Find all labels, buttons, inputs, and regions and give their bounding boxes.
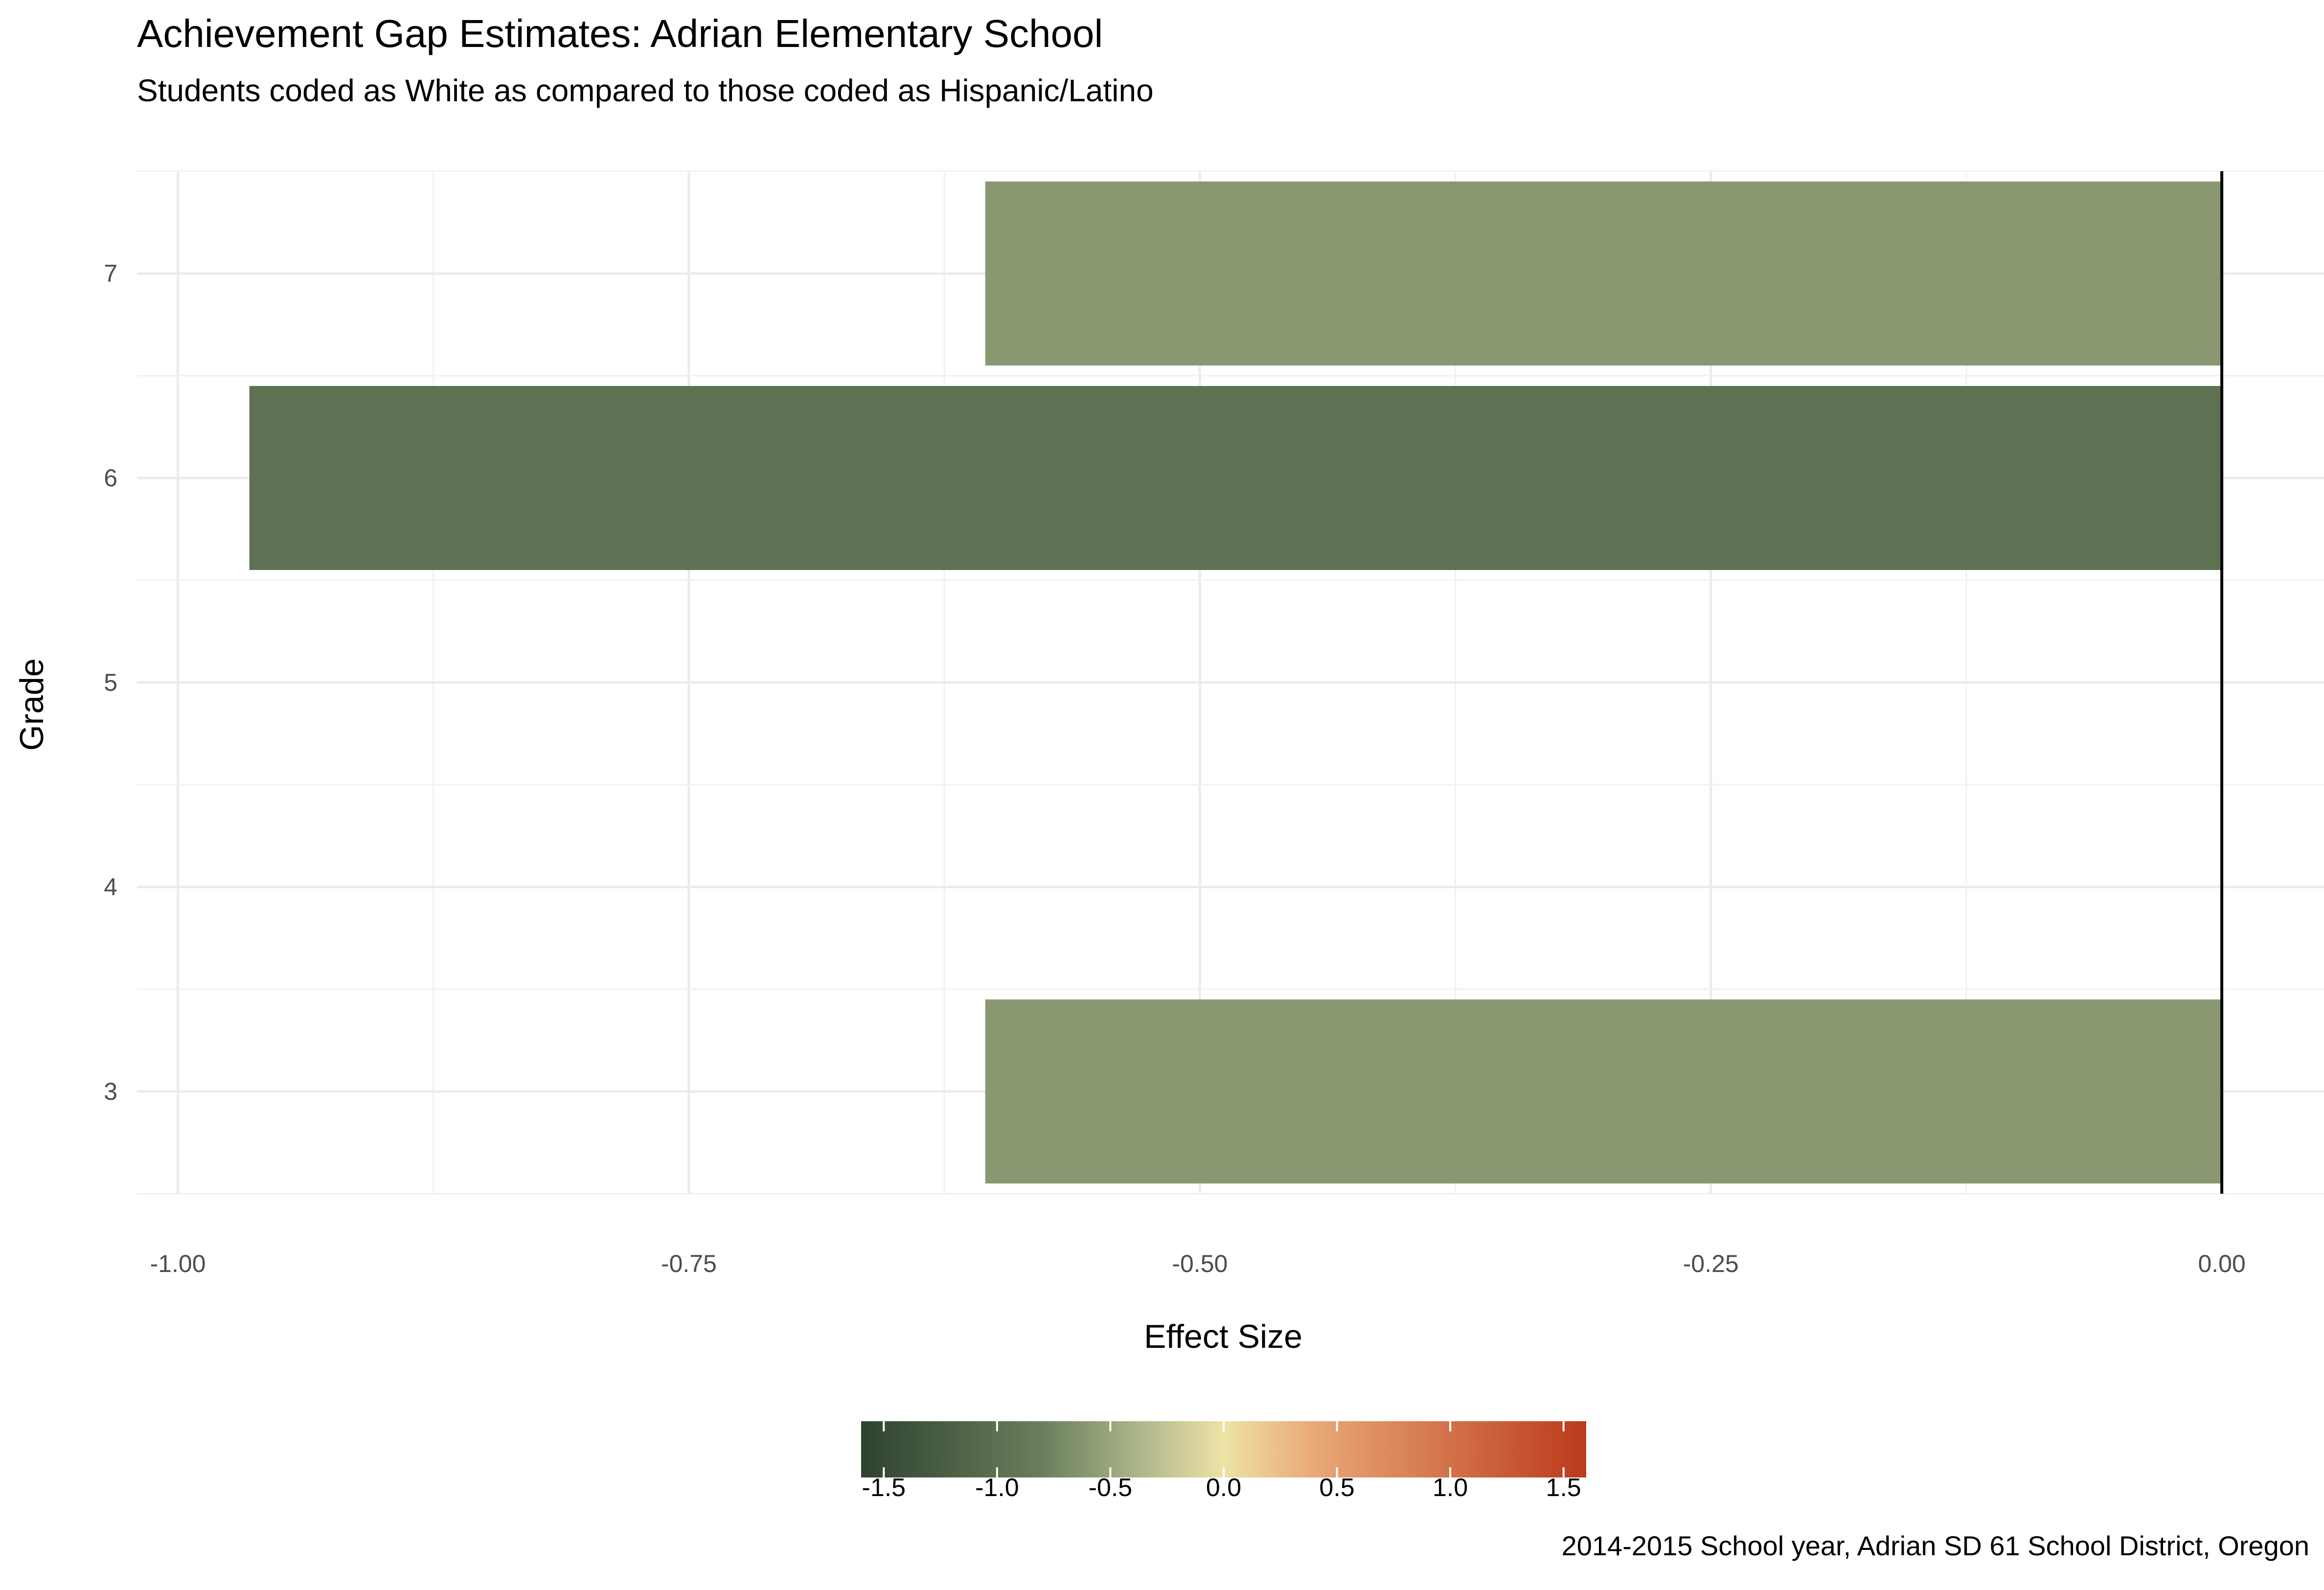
legend-tick-label: 1.0	[1433, 1474, 1468, 1502]
color-legend: -1.5 -1.0 -0.5 0.0 0.5 1.0 1.5	[861, 1421, 1586, 1502]
legend-tick-label: -1.0	[975, 1474, 1019, 1502]
y-axis-title: Grade	[13, 659, 50, 751]
y-axis-ticks: 3 4 5 6 7	[104, 260, 117, 1105]
legend-tick-label: -1.5	[862, 1474, 906, 1502]
x-tick-label: -0.25	[1683, 1250, 1739, 1277]
bar-grade-7	[985, 181, 2222, 366]
y-tick-label: 4	[104, 873, 117, 901]
bars	[249, 181, 2222, 1184]
x-tick-label: -0.50	[1172, 1250, 1228, 1277]
chart-caption: 2014-2015 School year, Adrian SD 61 Scho…	[1561, 1530, 2309, 1561]
chart-subtitle: Students coded as White as compared to t…	[137, 73, 1154, 108]
legend-tick-label: -0.5	[1089, 1474, 1133, 1502]
y-tick-label: 5	[104, 669, 117, 696]
color-legend-ticks: -1.5 -1.0 -0.5 0.0 0.5 1.0 1.5	[862, 1421, 1581, 1502]
x-axis-ticks: -1.00 -0.75 -0.50 -0.25 0.00	[150, 1250, 2246, 1277]
y-tick-label: 7	[104, 260, 117, 287]
x-tick-label: -1.00	[150, 1250, 206, 1277]
legend-tick-label: 0.0	[1206, 1474, 1241, 1502]
x-tick-label: 0.00	[2198, 1250, 2245, 1277]
chart-title: Achievement Gap Estimates: Adrian Elemen…	[137, 12, 1103, 55]
x-tick-label: -0.75	[661, 1250, 717, 1277]
y-tick-label: 3	[104, 1078, 117, 1105]
legend-tick-label: 0.5	[1319, 1474, 1354, 1502]
legend-tick-label: 1.5	[1546, 1474, 1581, 1502]
x-axis-title: Effect Size	[1144, 1318, 1302, 1355]
bar-grade-6	[249, 386, 2222, 570]
bar-grade-3	[985, 999, 2222, 1184]
y-tick-label: 6	[104, 464, 117, 492]
